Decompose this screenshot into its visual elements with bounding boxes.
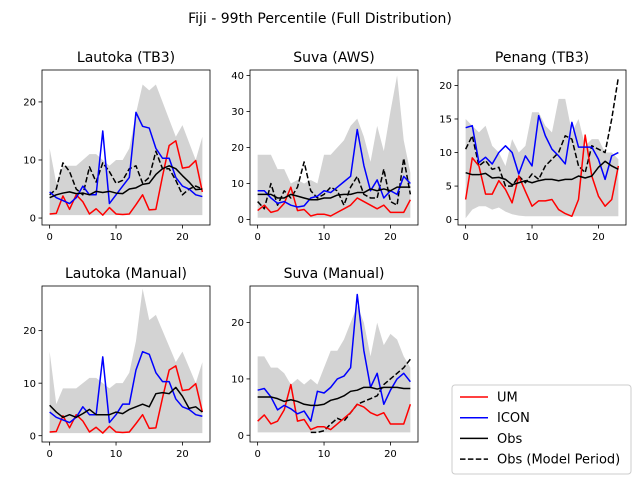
series-line-obs [49, 386, 203, 419]
axes-frame [457, 69, 627, 226]
y-tick-label: 20 [231, 143, 244, 154]
y-tick-label: 0 [238, 431, 244, 442]
y-tick-label: 10 [23, 379, 36, 390]
y-tick-label: 20 [439, 81, 452, 92]
subplot-title: Lautoka (TB3) [77, 50, 175, 66]
figure-title: Fiji - 99th Percentile (Full Distributio… [188, 11, 452, 27]
legend-label-obs-model: Obs (Model Period) [497, 453, 620, 468]
subplot-5: Suva (Manual) 0 10 20 0 10 20 [231, 266, 419, 460]
legend-label-icon: ICON [497, 411, 530, 426]
ensemble-range-band [49, 288, 203, 434]
subplot-title: Suva (AWS) [293, 50, 375, 66]
series-line-obs [465, 160, 619, 186]
series-line-obs [257, 186, 411, 201]
axes-frame [41, 285, 211, 443]
series-line-obs-model [464, 77, 620, 187]
legend: UM ICON Obs Obs (Model Period) [451, 384, 632, 475]
x-tick-label: 10 [318, 232, 331, 243]
y-tick-label: 10 [231, 375, 244, 386]
subplot-2: Suva (AWS) 0 10 20 0 10 20 30 40 [231, 50, 419, 243]
legend-box [451, 384, 632, 475]
y-tick-label: 20 [23, 326, 36, 337]
series-line-obs-model [310, 358, 411, 434]
y-tick-label: 10 [231, 179, 244, 190]
axes-frame [41, 69, 211, 226]
y-tick-label: 15 [439, 115, 452, 126]
y-tick-label: 10 [439, 148, 452, 159]
subplot-4: Lautoka (Manual) 0 10 20 0 10 20 [23, 266, 211, 460]
ensemble-range-band [257, 305, 411, 433]
series-line-icon [465, 114, 619, 181]
y-tick-label: 10 [23, 156, 36, 167]
x-tick-label: 0 [462, 232, 468, 243]
subplots: Lautoka (TB3) 0 10 20 0 10 20 Suva (AWS) 0 10 20 0 1… [23, 50, 627, 460]
series-line-icon [49, 111, 203, 205]
series-line-obs-model [49, 150, 203, 196]
x-tick-label: 20 [384, 232, 397, 243]
ensemble-range-band [257, 75, 411, 218]
subplot-title: Suva (Manual) [284, 266, 385, 282]
series-line-icon [257, 293, 411, 422]
legend-label-obs: Obs [497, 432, 522, 447]
series-line-icon [49, 350, 203, 424]
subplot-1: Lautoka (TB3) 0 10 20 0 10 20 [23, 50, 211, 243]
x-tick-label: 20 [384, 449, 397, 460]
subplot-title: Penang (TB3) [495, 50, 589, 66]
series-line-obs [49, 165, 203, 199]
x-tick-label: 10 [526, 232, 539, 243]
y-tick-label: 20 [231, 318, 244, 329]
y-tick-label: 5 [446, 182, 452, 193]
series-line-um [49, 140, 204, 216]
y-tick-label: 0 [238, 215, 244, 226]
x-tick-label: 10 [318, 449, 331, 460]
x-tick-label: 0 [254, 232, 260, 243]
y-tick-label: 30 [231, 107, 244, 118]
ensemble-range-band [49, 84, 203, 216]
x-tick-label: 20 [176, 449, 189, 460]
series-line-um [257, 186, 412, 217]
legend-label-um: UM [497, 391, 518, 406]
subplot-3: Penang (TB3) 0 10 20 0 5 10 15 20 [439, 50, 627, 243]
x-tick-label: 20 [592, 232, 605, 243]
y-tick-label: 0 [30, 431, 36, 442]
series-line-obs [257, 386, 411, 407]
x-tick-label: 0 [46, 449, 52, 460]
series-line-icon [257, 128, 411, 208]
series-line-um [257, 383, 412, 431]
y-tick-label: 0 [30, 214, 36, 225]
axes-frame [249, 285, 419, 443]
x-tick-label: 10 [110, 449, 123, 460]
x-tick-label: 0 [46, 232, 52, 243]
y-tick-label: 20 [23, 98, 36, 109]
x-tick-label: 0 [254, 449, 260, 460]
subplot-title: Lautoka (Manual) [65, 266, 187, 282]
x-tick-label: 20 [176, 232, 189, 243]
series-line-um [464, 134, 620, 218]
y-tick-label: 0 [446, 215, 452, 226]
y-tick-label: 40 [231, 71, 244, 82]
x-tick-label: 10 [110, 232, 123, 243]
